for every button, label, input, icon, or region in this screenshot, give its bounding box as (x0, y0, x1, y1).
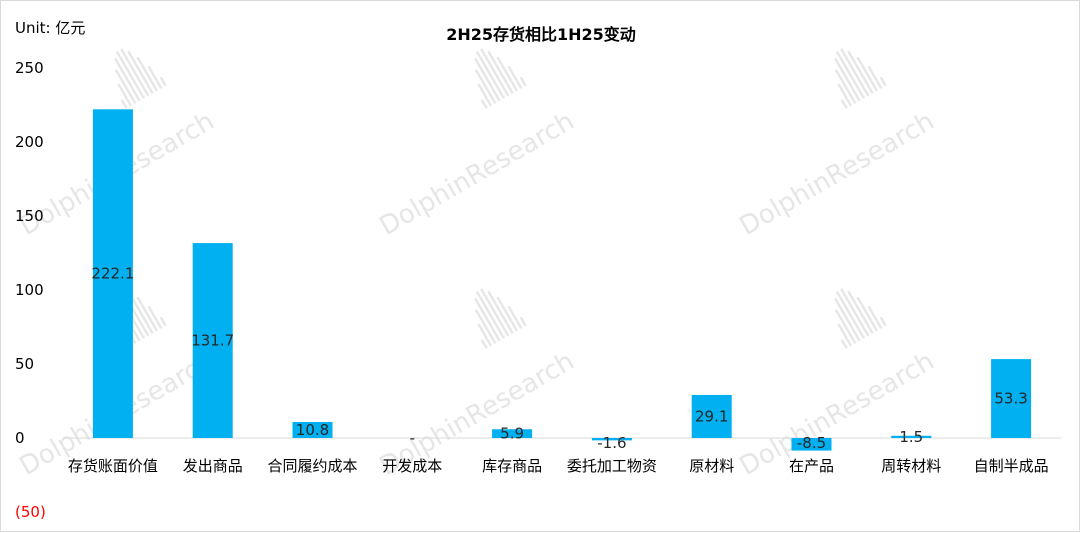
watermark-logo-stripe (115, 50, 146, 100)
watermark-logo-stripe (840, 99, 848, 110)
watermark-logo-stripe (480, 48, 510, 97)
watermark-text: DolphinResearch (375, 106, 580, 242)
watermark: DolphinResearch (375, 48, 580, 242)
bar (92, 109, 133, 439)
watermark-logo-stripe (834, 309, 857, 345)
watermark-logo-stripe (834, 57, 861, 102)
watermark-logo-stripe (475, 290, 506, 340)
y-tick-label: 100 (15, 281, 44, 299)
data-label: -1.6 (597, 434, 626, 452)
watermark-logo-stripe (507, 305, 523, 330)
watermark-logo-stripe (519, 316, 527, 327)
data-label: 29.1 (695, 407, 728, 425)
x-tick-label: 在产品 (789, 457, 834, 475)
watermark-logo-stripe (856, 296, 879, 332)
watermark-logo-stripe (120, 48, 150, 97)
y-tick-label: 0 (15, 429, 25, 447)
bar (591, 438, 632, 441)
watermark-logo-stripe (867, 305, 883, 330)
watermark-logo-stripe (487, 290, 514, 335)
x-tick-label: 自制半成品 (974, 457, 1049, 475)
bar (292, 422, 333, 438)
watermark-logo-stripe (879, 76, 887, 87)
watermark-logo-stripe (847, 50, 874, 95)
chart-title: 2H25存货相比1H25变动 (446, 25, 636, 44)
unit-label: Unit: 亿元 (15, 19, 86, 37)
watermark-logo-stripe (879, 316, 887, 327)
data-label: 10.8 (296, 421, 329, 439)
y-tick-label: 250 (15, 59, 44, 77)
x-tick-label: 原材料 (689, 457, 734, 475)
watermark-logo-stripe (477, 83, 493, 107)
x-tick-label: 委托加工物资 (567, 457, 657, 475)
watermark-logo-stripe (474, 57, 501, 102)
data-label: -8.5 (797, 434, 826, 452)
watermark-logo-stripe (837, 323, 853, 347)
watermark-logo-stripe (835, 50, 866, 100)
watermark-logo-stripe (114, 69, 137, 105)
watermark-logo-stripe (487, 50, 514, 95)
watermark-logo-stripe (147, 305, 163, 330)
x-tick-label: 周转材料 (881, 457, 941, 475)
watermark-logo-stripe (837, 83, 853, 107)
y-tick-label: 50 (15, 355, 34, 373)
watermark: DolphinResearch (735, 48, 940, 242)
y-tick-label: 150 (15, 207, 44, 225)
watermark-logo-stripe (159, 76, 167, 87)
watermark-logo-stripe (507, 65, 523, 90)
watermark-logo-stripe (519, 76, 527, 87)
watermark-logo-stripe (834, 297, 861, 342)
bar (192, 243, 233, 438)
data-label: - (410, 429, 415, 447)
bar (691, 394, 732, 438)
x-tick-label: 库存商品 (482, 457, 542, 475)
bar (492, 429, 533, 438)
watermark: DolphinResearch (375, 288, 579, 482)
watermark-logo-stripe (475, 50, 506, 100)
bar (791, 438, 832, 451)
bar (891, 435, 932, 438)
data-label: 53.3 (994, 390, 1027, 408)
data-label: 1.5 (899, 428, 923, 446)
watermark-logo-stripe (496, 296, 519, 332)
x-tick-label: 发出商品 (183, 457, 243, 475)
watermark-logo-stripe (840, 339, 848, 350)
watermark-logo-stripe (834, 69, 857, 105)
watermark-logo-stripe (117, 83, 133, 107)
watermark-logo-stripe (136, 56, 159, 92)
watermark-logo-stripe (120, 99, 128, 110)
watermark-logo-stripe (477, 323, 493, 347)
watermark-logo-stripe (847, 290, 874, 335)
watermark-logo-stripe (856, 56, 879, 92)
watermark-logo-stripe (127, 290, 154, 335)
watermark-logo-stripe (840, 48, 870, 97)
watermark-logo-stripe (840, 288, 870, 337)
data-label: 131.7 (191, 332, 234, 350)
watermark-logo-stripe (474, 309, 497, 345)
watermark-logo-stripe (136, 296, 159, 332)
watermark-logo-stripe (474, 69, 497, 105)
watermark-logo-stripe (159, 316, 167, 327)
x-tick-label: 存货账面价值 (68, 457, 158, 475)
y-tick-label: 200 (15, 133, 44, 151)
y-tick-label: (50) (15, 503, 46, 521)
watermark-logo-stripe (127, 50, 154, 95)
watermark-text: DolphinResearch (735, 106, 940, 242)
watermark-logo-stripe (480, 99, 488, 110)
watermark-logo-stripe (480, 288, 510, 337)
bar (991, 359, 1032, 438)
watermark-logo-stripe (496, 56, 519, 92)
x-tick-label: 合同履约成本 (267, 457, 357, 475)
x-tick-label: 开发成本 (382, 457, 442, 475)
watermark-logo-stripe (147, 65, 163, 90)
watermark-logo-stripe (480, 339, 488, 350)
watermark-logo-stripe (835, 290, 866, 340)
watermark-logo-stripe (474, 297, 501, 342)
watermark-logo-stripe (114, 57, 141, 102)
watermark-logo-stripe (867, 65, 883, 90)
data-label: 5.9 (500, 425, 524, 443)
data-label: 222.1 (91, 265, 134, 283)
